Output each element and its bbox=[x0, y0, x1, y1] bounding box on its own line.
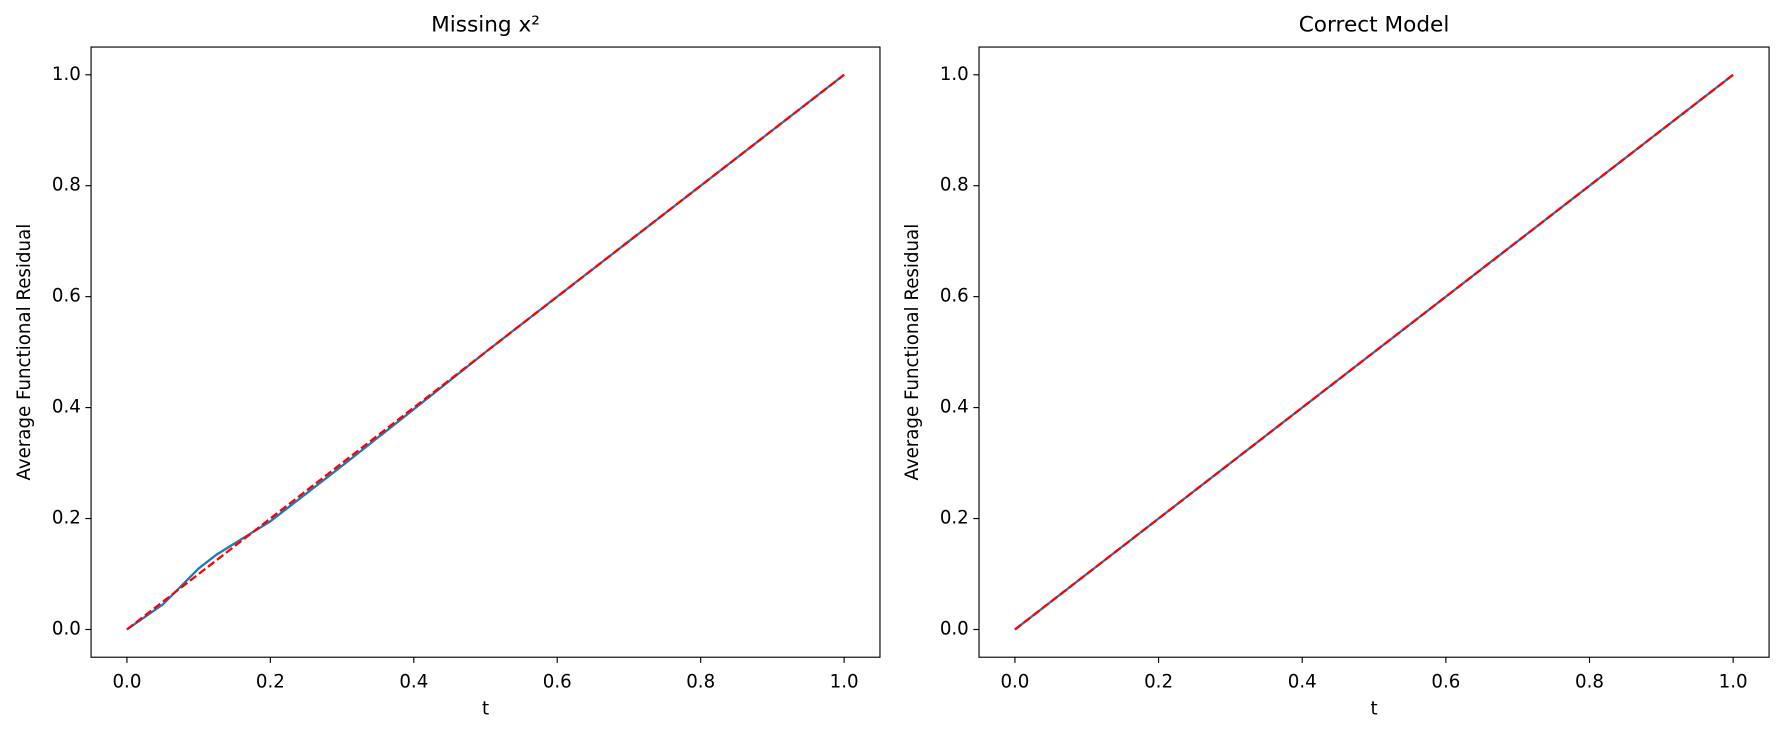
y-tick-label: 0.0 bbox=[52, 618, 81, 639]
x-tick-label: 1.0 bbox=[1719, 671, 1748, 692]
x-tick-label: 0.0 bbox=[1000, 671, 1029, 692]
chart-title: Missing x² bbox=[431, 12, 540, 37]
y-tick-label: 1.0 bbox=[52, 64, 81, 85]
y-tick-label: 0.2 bbox=[940, 508, 969, 529]
x-tick-label: 0.8 bbox=[686, 671, 715, 692]
x-tick-label: 0.2 bbox=[1144, 671, 1173, 692]
x-axis-label: t bbox=[482, 699, 489, 720]
x-tick-label: 0.6 bbox=[1431, 671, 1460, 692]
x-tick-label: 0.2 bbox=[256, 671, 285, 692]
y-tick-label: 0.4 bbox=[52, 397, 81, 418]
y-tick-label: 0.6 bbox=[940, 286, 969, 307]
x-tick-label: 1.0 bbox=[830, 671, 859, 692]
chart-title: Correct Model bbox=[1299, 12, 1450, 37]
data-line bbox=[1014, 73, 1734, 631]
axes-frame bbox=[978, 46, 1770, 658]
y-tick-label: 0.4 bbox=[940, 397, 969, 418]
x-tick-label: 0.8 bbox=[1575, 671, 1604, 692]
y-tick-label: 0.0 bbox=[940, 618, 969, 639]
axes-frame bbox=[90, 46, 881, 658]
x-tick-label: 0.0 bbox=[112, 671, 141, 692]
x-tick-label: 0.4 bbox=[399, 671, 428, 692]
y-tick-label: 0.2 bbox=[52, 508, 81, 529]
y-axis-label: Average Functional Residual bbox=[902, 224, 923, 481]
x-tick-label: 0.6 bbox=[543, 671, 572, 692]
y-tick-label: 0.6 bbox=[52, 286, 81, 307]
x-tick-label: 0.4 bbox=[1288, 671, 1317, 692]
y-tick-label: 0.8 bbox=[940, 175, 969, 196]
y-axis-label: Average Functional Residual bbox=[14, 224, 35, 481]
x-axis-label: t bbox=[1370, 699, 1377, 720]
data-line bbox=[126, 73, 845, 631]
data-line bbox=[1014, 73, 1734, 631]
y-tick-label: 0.8 bbox=[52, 175, 81, 196]
y-tick-label: 1.0 bbox=[940, 64, 969, 85]
